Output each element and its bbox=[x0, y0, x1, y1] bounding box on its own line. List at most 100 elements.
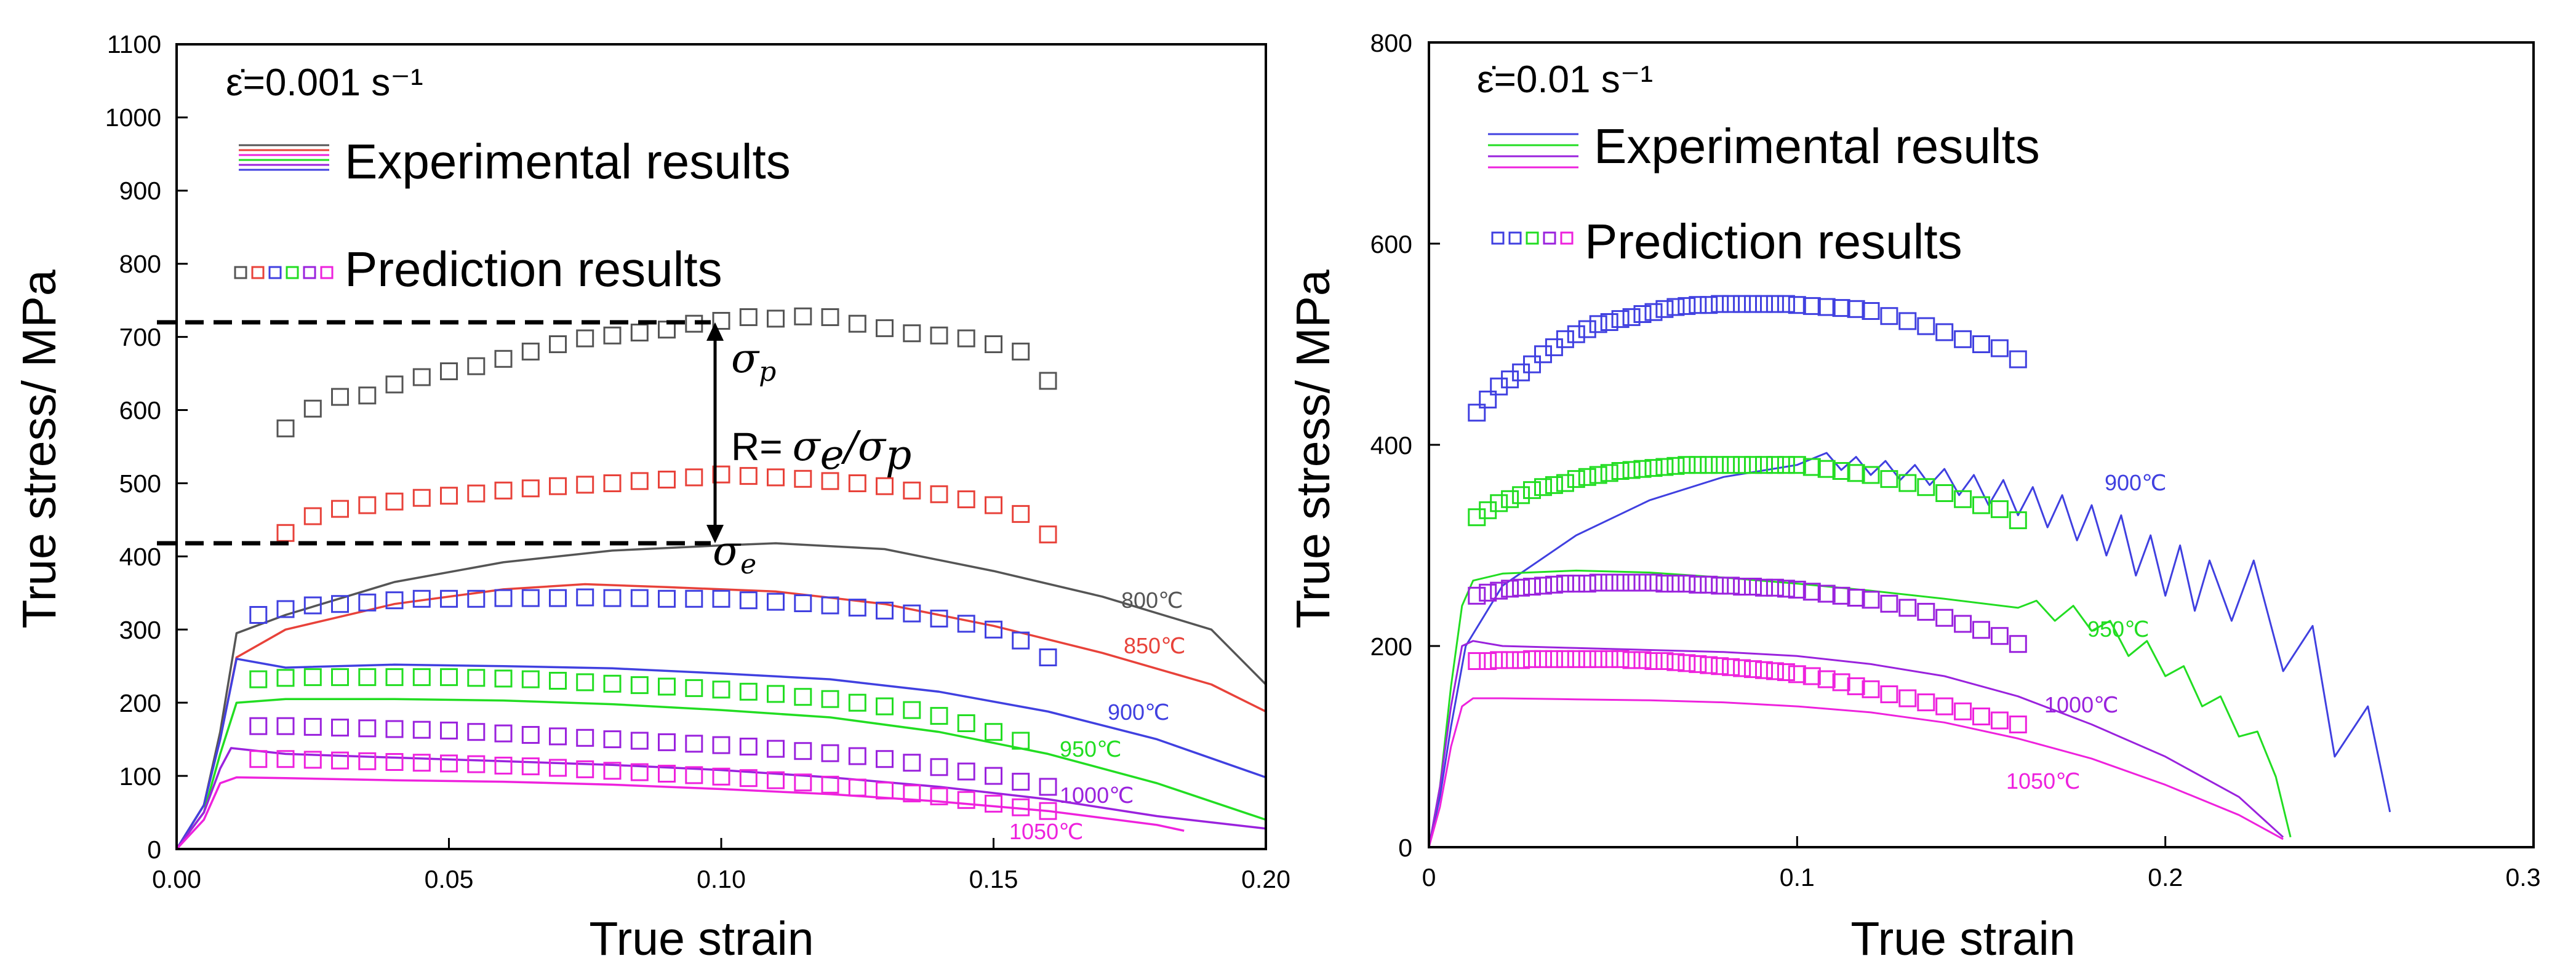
left-prediction-point-950 bbox=[385, 668, 404, 687]
right-prediction-point-900 bbox=[1880, 307, 1898, 325]
left-prediction-point-950 bbox=[549, 672, 567, 690]
left-prediction-point-850 bbox=[521, 479, 540, 498]
right-prediction-point-1000 bbox=[1862, 591, 1880, 609]
right-prediction-point-1050 bbox=[1622, 651, 1641, 669]
left-prediction-point-1000 bbox=[249, 717, 268, 735]
right-prediction-point-950 bbox=[1817, 460, 1836, 478]
right-prediction-point-1000 bbox=[1512, 578, 1530, 597]
right-experimental-curve-1050 bbox=[1428, 697, 2284, 848]
left-prediction-point-950 bbox=[440, 668, 458, 687]
left-prediction-point-850 bbox=[549, 477, 567, 495]
left-prediction-point-800 bbox=[930, 326, 948, 345]
left-prediction-point-800 bbox=[440, 362, 458, 380]
left-prediction-point-850 bbox=[985, 496, 1002, 514]
left-x-tick: 0.05 bbox=[425, 865, 474, 893]
right-prediction-point-1050 bbox=[1655, 652, 1674, 670]
right-prediction-point-1050 bbox=[1556, 650, 1574, 668]
right-prediction-point-1050 bbox=[1802, 667, 1821, 685]
right-prediction-point-1050 bbox=[1766, 662, 1784, 680]
right-y-tick: 800 bbox=[1370, 29, 1412, 57]
left-prediction-point-800 bbox=[1039, 372, 1057, 390]
right-prediction-point-1050 bbox=[1490, 651, 1508, 669]
left-prediction-point-1050 bbox=[331, 751, 349, 770]
left-prediction-point-900 bbox=[521, 589, 540, 607]
left-prediction-point-900 bbox=[249, 606, 268, 624]
right-prediction-point-950 bbox=[1545, 476, 1563, 494]
right-prediction-point-950 bbox=[1578, 468, 1596, 486]
right-prediction-point-1050 bbox=[1600, 650, 1618, 668]
left-prediction-point-900 bbox=[930, 609, 948, 628]
left-prediction-point-950 bbox=[603, 674, 622, 693]
right-prediction-point-900 bbox=[1534, 345, 1552, 364]
right-prediction-point-1050 bbox=[1534, 650, 1552, 668]
left-legend-prediction-swatch bbox=[234, 266, 334, 279]
right-prediction-point-1050 bbox=[1578, 650, 1596, 668]
left-y-tick: 0 bbox=[147, 835, 161, 864]
ratio-label: R= σe/σp bbox=[731, 423, 911, 479]
left-prediction-point-1050 bbox=[1039, 802, 1057, 820]
left-prediction-point-950 bbox=[331, 668, 349, 687]
left-prediction-point-950 bbox=[358, 668, 377, 687]
left-prediction-point-900 bbox=[467, 589, 486, 608]
right-legend-experimental-label: Experimental results bbox=[1594, 119, 2040, 173]
right-prediction-point-950 bbox=[1523, 481, 1541, 500]
right-prediction-point-1000 bbox=[1468, 586, 1486, 605]
left-prediction-point-800 bbox=[767, 309, 785, 328]
left-prediction-point-900 bbox=[385, 591, 404, 610]
right-prediction-point-1000 bbox=[1578, 575, 1596, 593]
left-prediction-point-800 bbox=[876, 319, 894, 337]
left-prediction-point-900 bbox=[848, 599, 866, 617]
left-prediction-point-800 bbox=[821, 308, 839, 326]
right-prediction-point-900 bbox=[1567, 325, 1585, 343]
left-prediction-point-1050 bbox=[467, 755, 486, 773]
left-prediction-point-950 bbox=[1012, 732, 1030, 750]
left-prediction-point-1050 bbox=[685, 766, 703, 784]
left-prediction-point-1000 bbox=[440, 721, 458, 740]
left-prediction-point-800 bbox=[576, 329, 594, 348]
right-prediction-point-1050 bbox=[1862, 680, 1880, 698]
right-prediction-point-950 bbox=[1832, 462, 1850, 480]
left-y-tick: 500 bbox=[119, 469, 161, 498]
right-prediction-point-1050 bbox=[1935, 697, 1954, 716]
right-prediction-point-1000 bbox=[1622, 573, 1641, 592]
left-y-tick: 1100 bbox=[107, 30, 161, 58]
left-prediction-point-1050 bbox=[930, 787, 948, 805]
left-legend-experimental-swatch bbox=[239, 144, 329, 171]
right-prediction-point-1050 bbox=[1512, 651, 1530, 669]
left-prediction-point-1000 bbox=[957, 762, 975, 781]
left-experimental-curve-900 bbox=[175, 658, 1266, 850]
right-prediction-point-900 bbox=[1644, 303, 1663, 321]
right-prediction-point-1000 bbox=[1755, 578, 1773, 597]
right-prediction-point-1050 bbox=[1777, 663, 1795, 681]
right-prediction-point-950 bbox=[1802, 458, 1821, 476]
right-prediction-point-1000 bbox=[1744, 578, 1762, 596]
right-prediction-point-1000 bbox=[1898, 599, 1917, 617]
left-prediction-point-1000 bbox=[521, 726, 540, 744]
right-prediction-point-950 bbox=[1611, 462, 1630, 480]
right-legend-experimental-swatch bbox=[1488, 133, 1578, 169]
left-prediction-point-850 bbox=[767, 468, 785, 487]
left-x-tick: 0.10 bbox=[697, 865, 746, 893]
left-prediction-point-1050 bbox=[658, 765, 676, 783]
right-prediction-point-1000 bbox=[1611, 573, 1630, 592]
left-prediction-point-850 bbox=[821, 472, 839, 490]
left-prediction-point-900 bbox=[1012, 631, 1030, 650]
left-prediction-point-950 bbox=[576, 673, 594, 692]
right-prediction-point-900 bbox=[1817, 298, 1836, 316]
right-prediction-point-950 bbox=[1622, 461, 1641, 479]
right-prediction-point-1050 bbox=[1501, 651, 1519, 669]
right-prediction-point-900 bbox=[1766, 295, 1784, 313]
left-prediction-point-800 bbox=[358, 386, 377, 405]
right-prediction-point-950 bbox=[1880, 470, 1898, 488]
left-prediction-point-850 bbox=[440, 487, 458, 505]
arrow-head-up bbox=[706, 322, 724, 341]
right-prediction-point-1000 bbox=[1556, 575, 1574, 593]
left-prediction-point-800 bbox=[303, 399, 322, 418]
right-prediction-point-1050 bbox=[1744, 660, 1762, 679]
right-prediction-point-950 bbox=[1655, 458, 1674, 476]
left-prediction-point-1000 bbox=[630, 732, 649, 750]
right-prediction-point-950 bbox=[1644, 459, 1663, 477]
right-prediction-point-900 bbox=[1777, 295, 1795, 313]
left-prediction-point-1050 bbox=[549, 759, 567, 777]
right-prediction-point-950 bbox=[1917, 478, 1935, 496]
